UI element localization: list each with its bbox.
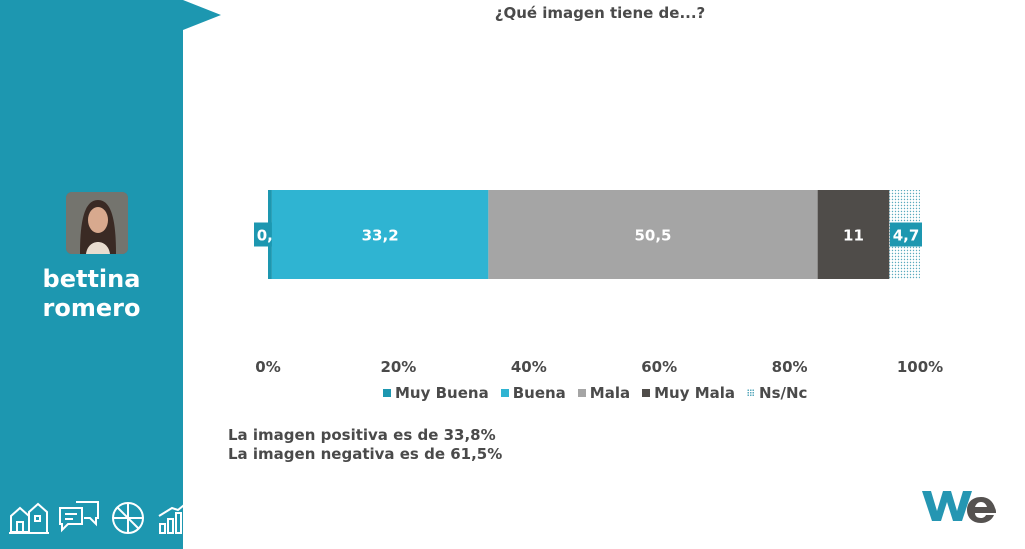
legend-item: Muy Mala xyxy=(642,384,735,402)
footer-icons xyxy=(8,498,192,536)
person-photo xyxy=(66,192,128,254)
person-last-name: romero xyxy=(42,294,141,322)
summary-text: La imagen positiva es de 33,8% La imagen… xyxy=(228,426,502,464)
bar-segment-muy-mala xyxy=(817,190,890,279)
legend-label: Muy Buena xyxy=(395,384,489,402)
x-tick-label: 20% xyxy=(380,358,416,376)
data-label: 11 xyxy=(843,227,864,245)
chat-bubbles-icon xyxy=(59,501,99,533)
person-name: bettina romero xyxy=(0,265,183,323)
legend-label: Muy Mala xyxy=(654,384,736,402)
x-tick-label: 0% xyxy=(255,358,280,376)
sidebar xyxy=(0,0,183,549)
x-tick-label: 40% xyxy=(511,358,547,376)
legend-swatch xyxy=(642,389,651,397)
legend-label: Buena xyxy=(512,384,566,402)
legend-item: Buena xyxy=(500,384,566,402)
legend-item: Mala xyxy=(577,384,631,402)
x-tick-label: 80% xyxy=(772,358,808,376)
avatar xyxy=(66,192,128,254)
legend-swatch xyxy=(747,389,756,397)
summary-negative: La imagen negativa es de 61,5% xyxy=(228,445,503,463)
houses-icon xyxy=(9,502,49,534)
we-logo-icon xyxy=(922,491,996,523)
data-label-bg xyxy=(890,222,922,247)
x-tick-label: 100% xyxy=(897,358,943,376)
data-label: 50,5 xyxy=(634,227,671,245)
person-first-name: bettina xyxy=(42,265,141,293)
bar-segment-mala xyxy=(488,190,818,279)
sidebar-arrow xyxy=(183,0,221,30)
legend-swatch xyxy=(500,389,509,397)
summary-positive: La imagen positiva es de 33,8% xyxy=(228,426,496,444)
x-tick-label: 60% xyxy=(641,358,677,376)
legend-item: Ns/Nc xyxy=(747,384,807,402)
chart-legend: Muy Buena Buena Mala Muy Mala Ns/Nc xyxy=(383,384,807,402)
growth-chart-icon xyxy=(158,500,190,534)
legend-item: Muy Buena xyxy=(383,384,489,402)
company-logo xyxy=(920,485,1000,529)
legend-swatch xyxy=(383,389,391,397)
data-label: 33,2 xyxy=(362,227,399,245)
pie-chart-icon xyxy=(112,502,144,534)
legend-label: Mala xyxy=(589,384,631,402)
data-label: 4,7 xyxy=(893,227,920,245)
chart-title: ¿Qué imagen tiene de...? xyxy=(494,4,706,22)
legend-swatch xyxy=(577,389,586,397)
bar-segment-buena xyxy=(271,190,489,279)
legend-label: Ns/Nc xyxy=(759,384,808,402)
